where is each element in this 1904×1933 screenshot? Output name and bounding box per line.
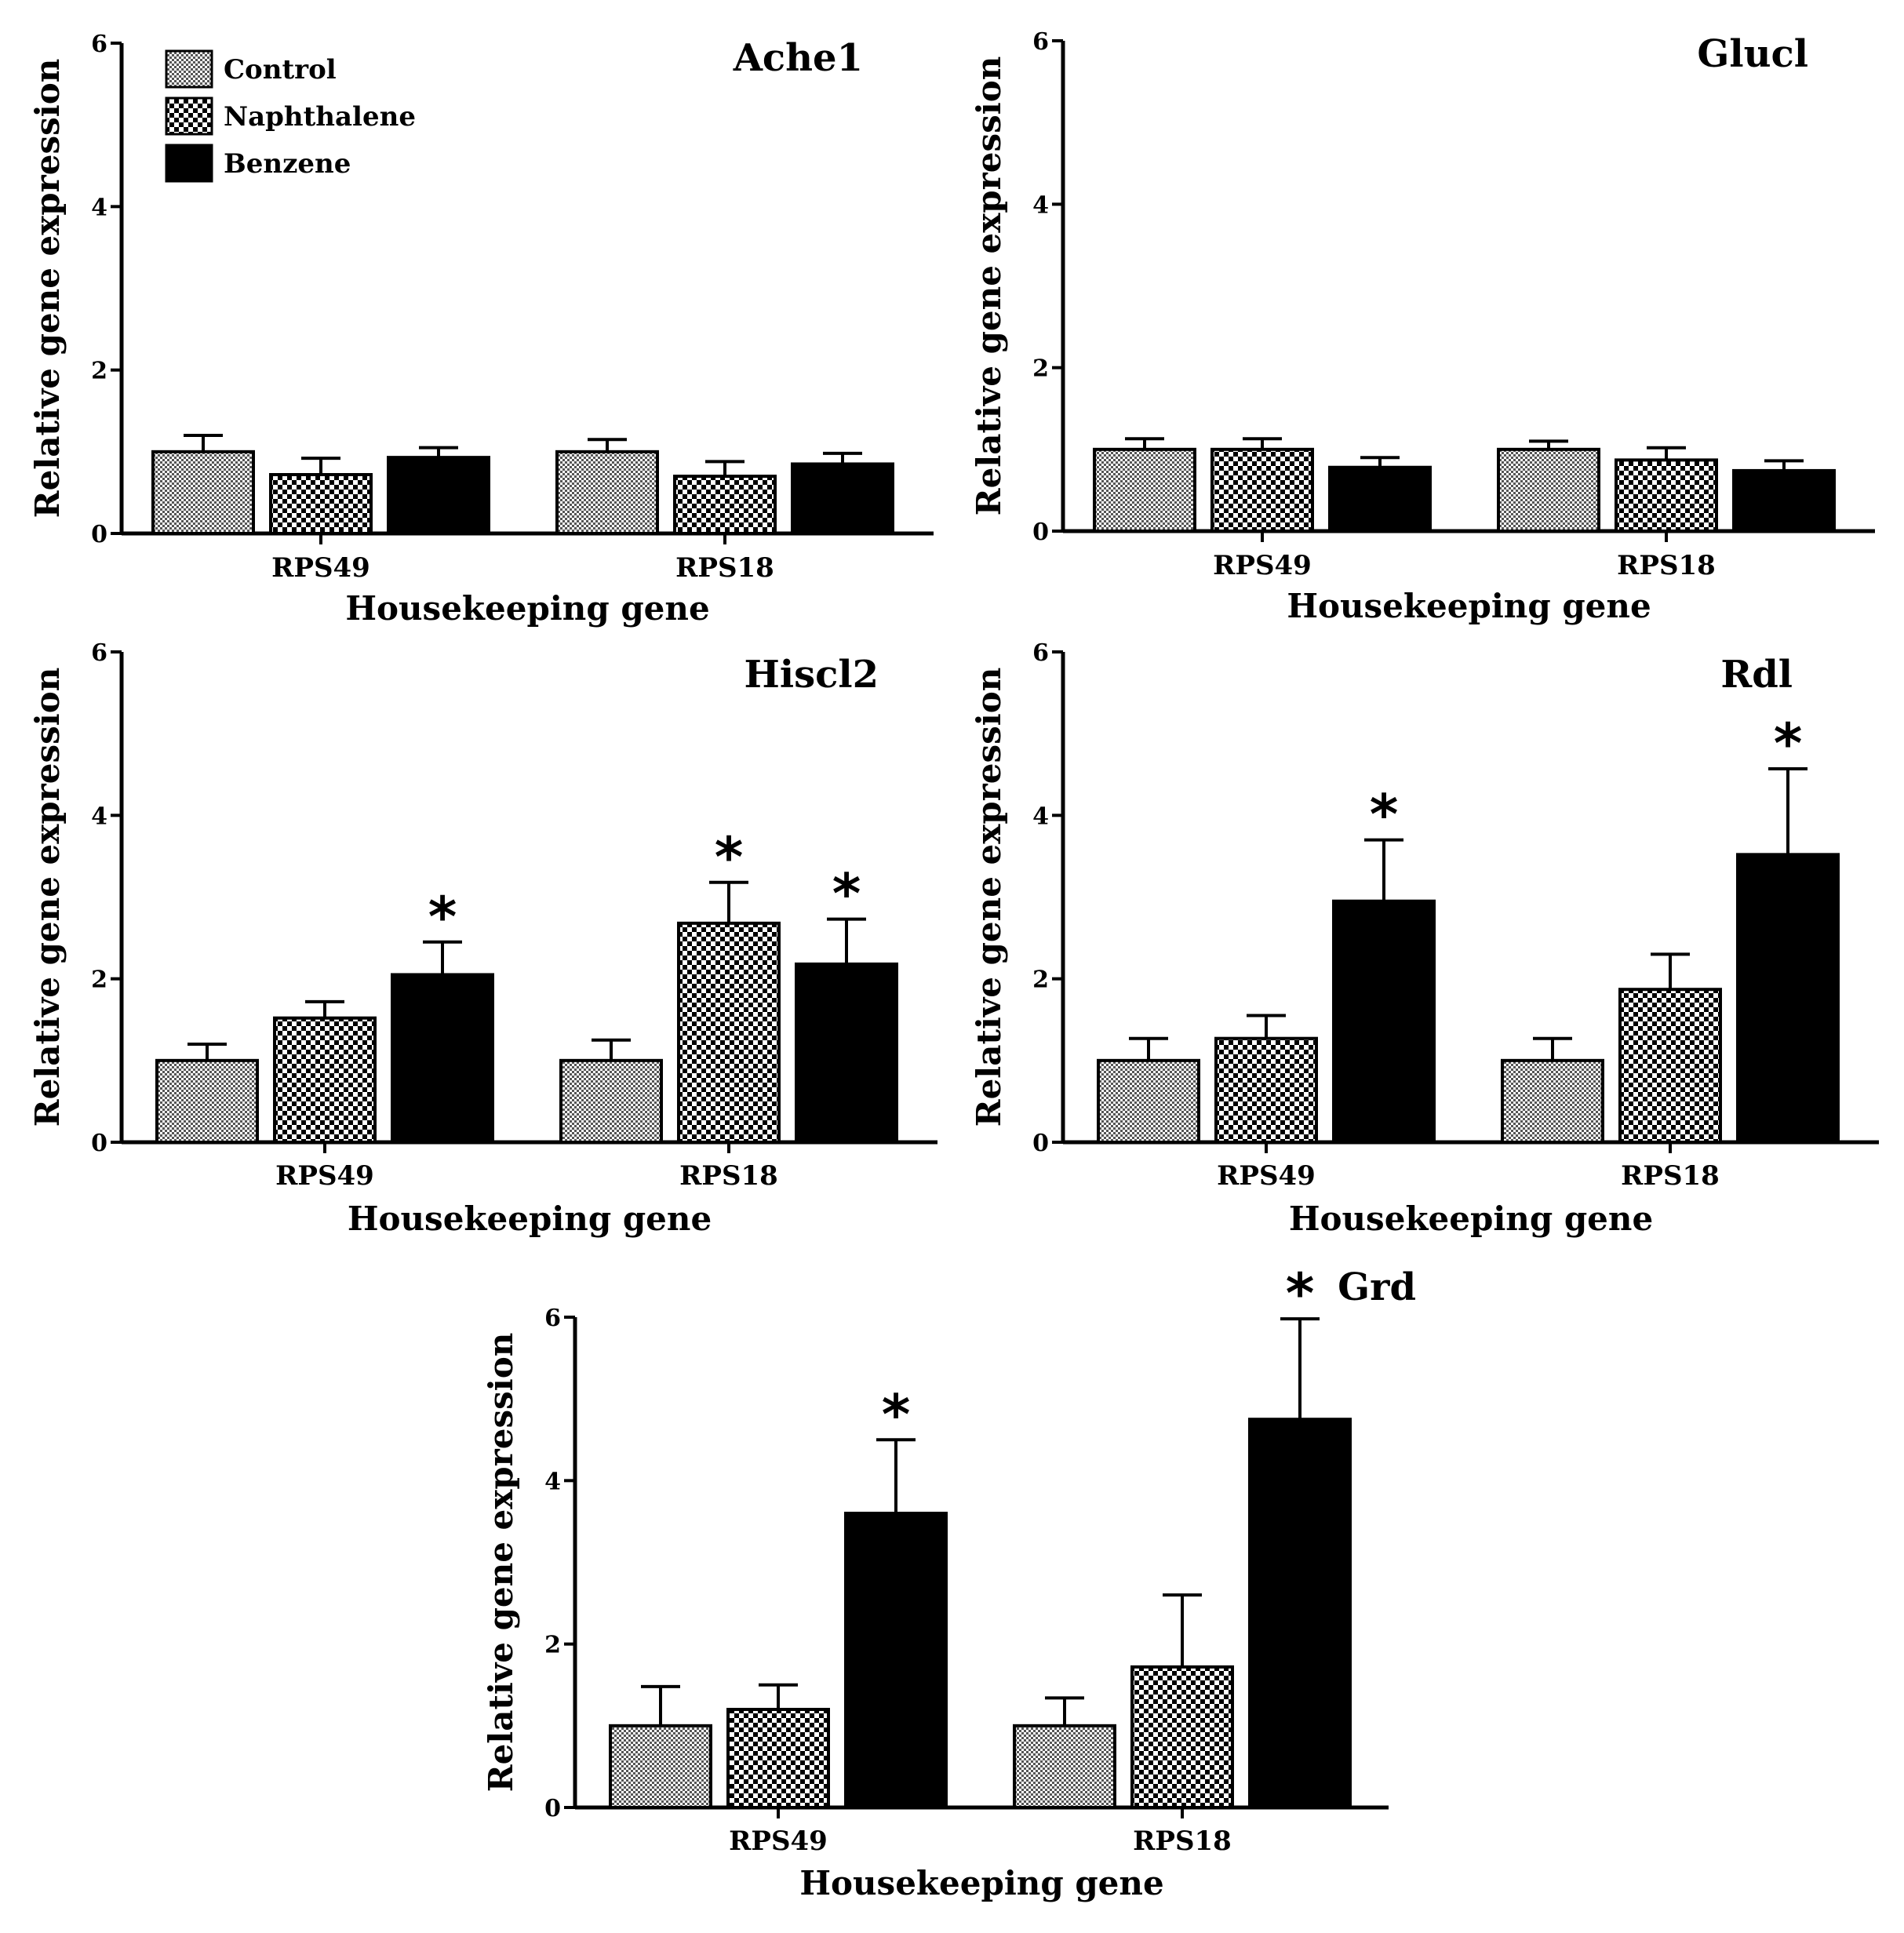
x-axis-label: Housekeeping gene [1289, 1199, 1653, 1238]
chart-panel-ache1: 0 2 4 6 RPS49 RPS18 Housekeeping gene Relative … [28, 31, 934, 628]
y-axis-label: Relative gene expression [970, 668, 1008, 1127]
y-tick-label: 6 [91, 639, 107, 667]
bar-control-rps18 [1501, 1058, 1604, 1145]
bar-benzene-rps49 [1328, 465, 1432, 533]
category-label: RPS18 [1621, 1160, 1720, 1192]
category-label: RPS18 [1133, 1826, 1232, 1857]
y-axis-label: Relative gene expression [28, 59, 67, 519]
y-tick-label: 4 [1032, 803, 1049, 830]
chart-panel-grd: 0 2 4 6 * RPS49 * RPS18 Housekeeping gene Relativ… [482, 1261, 1416, 1902]
chart-title: Grd [1338, 1265, 1416, 1309]
bar-naphthalene-rps18 [673, 475, 777, 535]
bar-benzene-rps49 [844, 1512, 948, 1809]
y-tick-label: 4 [1032, 191, 1049, 219]
y-tick-label: 2 [1032, 355, 1049, 383]
y-tick-label: 6 [1032, 28, 1049, 56]
bar-naphthalene-rps49 [1214, 1036, 1318, 1145]
y-axis-label: Relative gene expression [482, 1333, 520, 1793]
chart-title: Hiscl2 [744, 653, 879, 697]
y-tick-label: 2 [544, 1632, 561, 1659]
y-tick-label: 2 [91, 966, 107, 994]
category-label: RPS49 [729, 1826, 828, 1857]
chart-panel-glucl: 0 2 4 6 RPS49 RPS18 Housekeeping gene Relative … [970, 28, 1875, 625]
bar-control-rps49 [151, 450, 255, 535]
chart-panel-rdl: 0 2 4 6 * RPS49 * RPS18 Housekeeping gene Relativ… [970, 639, 1879, 1238]
x-axis-label: Housekeeping gene [348, 1199, 712, 1238]
category-label: RPS18 [679, 1160, 778, 1192]
category-label: RPS49 [271, 552, 370, 584]
bar-naphthalene-rps49 [1210, 447, 1314, 533]
bar-control-rps18 [1013, 1724, 1116, 1809]
y-tick-label: 2 [1032, 966, 1049, 994]
y-tick-label: 6 [1032, 639, 1049, 667]
significance-marker: * [832, 862, 861, 926]
chart-title: Rdl [1720, 653, 1793, 697]
x-axis-label: Housekeeping gene [1287, 587, 1651, 625]
category-label: RPS49 [1217, 1160, 1316, 1192]
y-tick-label: 0 [91, 521, 107, 548]
bar-naphthalene-rps49 [273, 1016, 377, 1144]
bar-benzene-rps18 [1248, 1418, 1352, 1810]
significance-marker: * [715, 825, 744, 890]
bar-benzene-rps18 [1736, 853, 1840, 1145]
y-tick-label: 4 [91, 803, 107, 830]
bar-naphthalene-rps18 [677, 921, 781, 1145]
chart-title: Ache1 [733, 36, 863, 80]
y-tick-label: 0 [1032, 519, 1049, 546]
legend: Control Naphthalene Benzene [165, 49, 416, 183]
y-axis-label: Relative gene expression [970, 56, 1008, 516]
significance-marker: * [1286, 1261, 1315, 1326]
significance-marker: * [1774, 712, 1803, 776]
category-label: RPS49 [275, 1160, 374, 1192]
bar-control-rps49 [1097, 1058, 1200, 1145]
legend-label: Control [224, 54, 337, 86]
bar-benzene-rps18 [795, 962, 898, 1144]
bar-benzene-rps49 [391, 973, 494, 1145]
y-tick-label: 6 [91, 31, 107, 58]
bar-control-rps49 [609, 1724, 712, 1809]
y-tick-label: 0 [1032, 1130, 1049, 1157]
bar-naphthalene-rps18 [1615, 458, 1718, 533]
legend-swatch-benzene [165, 144, 213, 183]
y-tick-label: 0 [544, 1795, 561, 1822]
legend-swatch-naphthalene [165, 96, 213, 136]
y-axis-label: Relative gene expression [28, 668, 67, 1127]
legend-swatch-control [165, 49, 213, 89]
significance-marker: * [882, 1382, 911, 1447]
y-tick-label: 4 [91, 194, 107, 221]
bar-benzene-rps49 [1332, 899, 1436, 1145]
bar-naphthalene-rps18 [1618, 988, 1722, 1145]
legend-label: Benzene [224, 148, 351, 180]
chart-title: Glucl [1697, 32, 1808, 76]
legend-label: Naphthalene [224, 101, 416, 133]
bar-naphthalene-rps18 [1130, 1665, 1234, 1809]
bar-control-rps18 [1497, 447, 1600, 533]
significance-marker: * [1370, 783, 1399, 847]
bar-benzene-rps49 [387, 456, 490, 535]
y-tick-label: 2 [91, 358, 107, 385]
significance-marker: * [428, 885, 457, 949]
x-axis-label: Housekeeping gene [345, 589, 709, 628]
bar-control-rps49 [155, 1058, 259, 1145]
bar-naphthalene-rps49 [726, 1708, 830, 1809]
category-label: RPS49 [1213, 550, 1312, 581]
bar-control-rps49 [1093, 447, 1196, 533]
y-tick-label: 4 [544, 1468, 561, 1495]
category-label: RPS18 [675, 552, 774, 584]
bar-naphthalene-rps49 [269, 473, 373, 535]
bar-benzene-rps18 [1732, 468, 1836, 533]
y-tick-label: 0 [91, 1130, 107, 1157]
x-axis-label: Housekeeping gene [799, 1864, 1163, 1902]
bar-control-rps18 [555, 450, 659, 535]
bar-control-rps18 [559, 1058, 663, 1145]
chart-panel-hiscl2: 0 2 4 6 * RPS49 * * RPS18 Housekeeping gene Relati… [28, 639, 937, 1238]
y-tick-label: 6 [544, 1305, 561, 1332]
category-label: RPS18 [1617, 550, 1716, 581]
bar-benzene-rps18 [791, 462, 894, 535]
